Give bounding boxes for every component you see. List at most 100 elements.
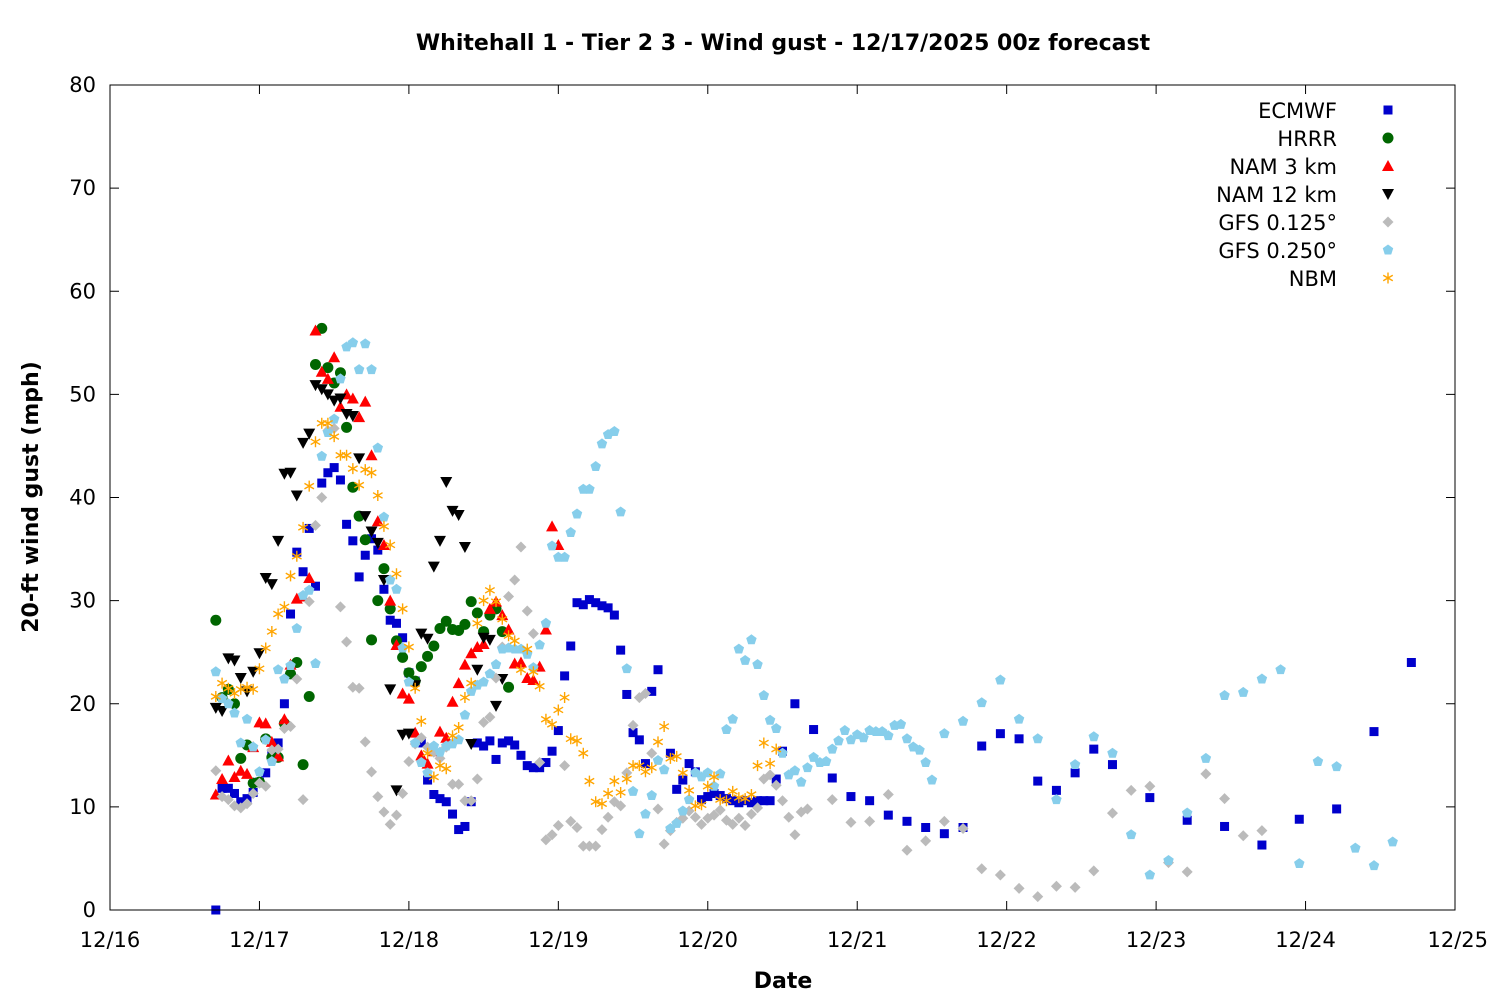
point-hrrr — [415, 661, 427, 673]
point-ecmwf — [765, 796, 775, 806]
point-nam-12-km — [359, 511, 372, 523]
point-nbm — [422, 747, 433, 759]
point-ecmwf — [373, 545, 383, 555]
point-ecmwf — [995, 729, 1005, 739]
point-gfs-0-125 — [752, 802, 764, 814]
point-gfs-0-250 — [914, 744, 925, 755]
point-gfs-0-125 — [714, 804, 726, 816]
point-gfs-0-250 — [939, 728, 950, 739]
point-gfs-0-125 — [1181, 866, 1193, 878]
point-hrrr — [384, 603, 396, 615]
point-gfs-0-250 — [1013, 713, 1025, 724]
point-nbm — [659, 720, 670, 732]
point-nbm — [534, 680, 545, 692]
point-nam-12-km — [309, 380, 322, 392]
point-nbm — [565, 733, 576, 745]
point-nam-12-km — [247, 666, 260, 678]
point-nbm — [347, 463, 358, 475]
point-nbm — [596, 798, 608, 810]
point-gfs-0-125 — [826, 794, 838, 806]
point-nam-3-km — [465, 647, 478, 659]
point-hrrr — [403, 667, 415, 679]
point-ecmwf — [398, 633, 408, 643]
point-nbm — [683, 784, 695, 796]
point-ecmwf — [435, 794, 445, 804]
point-nbm — [210, 691, 221, 703]
point-gfs-0-125 — [920, 835, 932, 847]
point-gfs-0-250 — [1069, 759, 1081, 770]
point-nbm — [248, 683, 259, 695]
legend-marker — [1382, 132, 1394, 144]
point-gfs-0-250 — [403, 676, 415, 687]
point-nam-3-km — [365, 449, 378, 461]
point-gfs-0-125 — [882, 789, 894, 800]
point-gfs-0-250 — [353, 364, 365, 375]
point-ecmwf — [684, 759, 694, 769]
point-ecmwf — [753, 796, 763, 806]
legend-item-gfs-0-250: GFS 0.250° — [1218, 239, 1394, 263]
point-gfs-0-125 — [378, 806, 390, 818]
point-ecmwf — [454, 825, 464, 835]
point-nbm — [447, 730, 458, 742]
point-gfs-0-250 — [640, 808, 651, 819]
legend-marker — [1383, 105, 1393, 115]
point-nam-12-km — [272, 535, 285, 547]
point-nbm — [453, 721, 464, 733]
point-ecmwf — [827, 773, 837, 783]
point-gfs-0-250 — [820, 756, 832, 766]
point-gfs-0-125 — [372, 791, 384, 803]
point-nbm — [528, 666, 539, 678]
point-ecmwf — [528, 763, 538, 773]
point-gfs-0-250 — [677, 805, 689, 816]
x-tick-label: 12/22 — [976, 928, 1037, 952]
point-nbm — [602, 787, 614, 799]
point-gfs-0-250 — [1238, 686, 1249, 697]
point-gfs-0-125 — [658, 838, 670, 850]
point-nbm — [727, 785, 738, 797]
point-gfs-0-125 — [1032, 891, 1044, 903]
point-nbm — [297, 521, 309, 533]
point-gfs-0-250 — [478, 676, 489, 687]
x-tick-label: 12/25 — [1427, 928, 1488, 952]
point-nam-3-km — [396, 687, 409, 699]
point-gfs-0-125 — [696, 818, 708, 830]
point-nbm — [621, 773, 632, 785]
point-ecmwf — [653, 665, 663, 675]
point-hrrr — [297, 759, 309, 771]
point-gfs-0-250 — [627, 785, 639, 796]
point-gfs-0-125 — [764, 769, 776, 781]
point-ecmwf — [647, 686, 657, 696]
point-gfs-0-250 — [1312, 756, 1324, 766]
x-tick-label: 12/23 — [1126, 928, 1187, 952]
point-gfs-0-250 — [858, 732, 869, 743]
point-hrrr — [235, 752, 247, 764]
point-ecmwf — [273, 738, 283, 748]
point-gfs-0-125 — [627, 719, 639, 731]
y-tick-label: 0 — [83, 898, 96, 922]
point-nam-3-km — [328, 351, 341, 363]
point-gfs-0-125 — [745, 808, 757, 820]
point-nam-3-km — [234, 764, 247, 776]
point-nbm — [559, 692, 570, 704]
point-ecmwf — [472, 738, 482, 748]
point-gfs-0-125 — [534, 757, 546, 769]
point-gfs-0-125 — [484, 711, 496, 723]
point-gfs-0-250 — [416, 757, 427, 767]
point-gfs-0-250 — [534, 639, 545, 650]
point-ecmwf — [759, 796, 769, 806]
point-gfs-0-125 — [733, 812, 745, 824]
point-nam-3-km — [502, 623, 515, 635]
point-gfs-0-125 — [465, 795, 477, 807]
point-nam-12-km — [440, 477, 453, 489]
point-ecmwf — [354, 572, 364, 582]
point-nbm — [771, 743, 782, 755]
point-ecmwf — [902, 816, 912, 826]
point-ecmwf — [678, 775, 688, 785]
point-nam-12-km — [390, 785, 403, 797]
point-gfs-0-250 — [752, 659, 763, 670]
point-nam-12-km — [346, 411, 359, 423]
legend-marker — [1382, 216, 1394, 228]
point-gfs-0-125 — [596, 824, 608, 836]
x-tick-label: 12/21 — [827, 928, 888, 952]
point-nam-12-km — [253, 648, 266, 660]
